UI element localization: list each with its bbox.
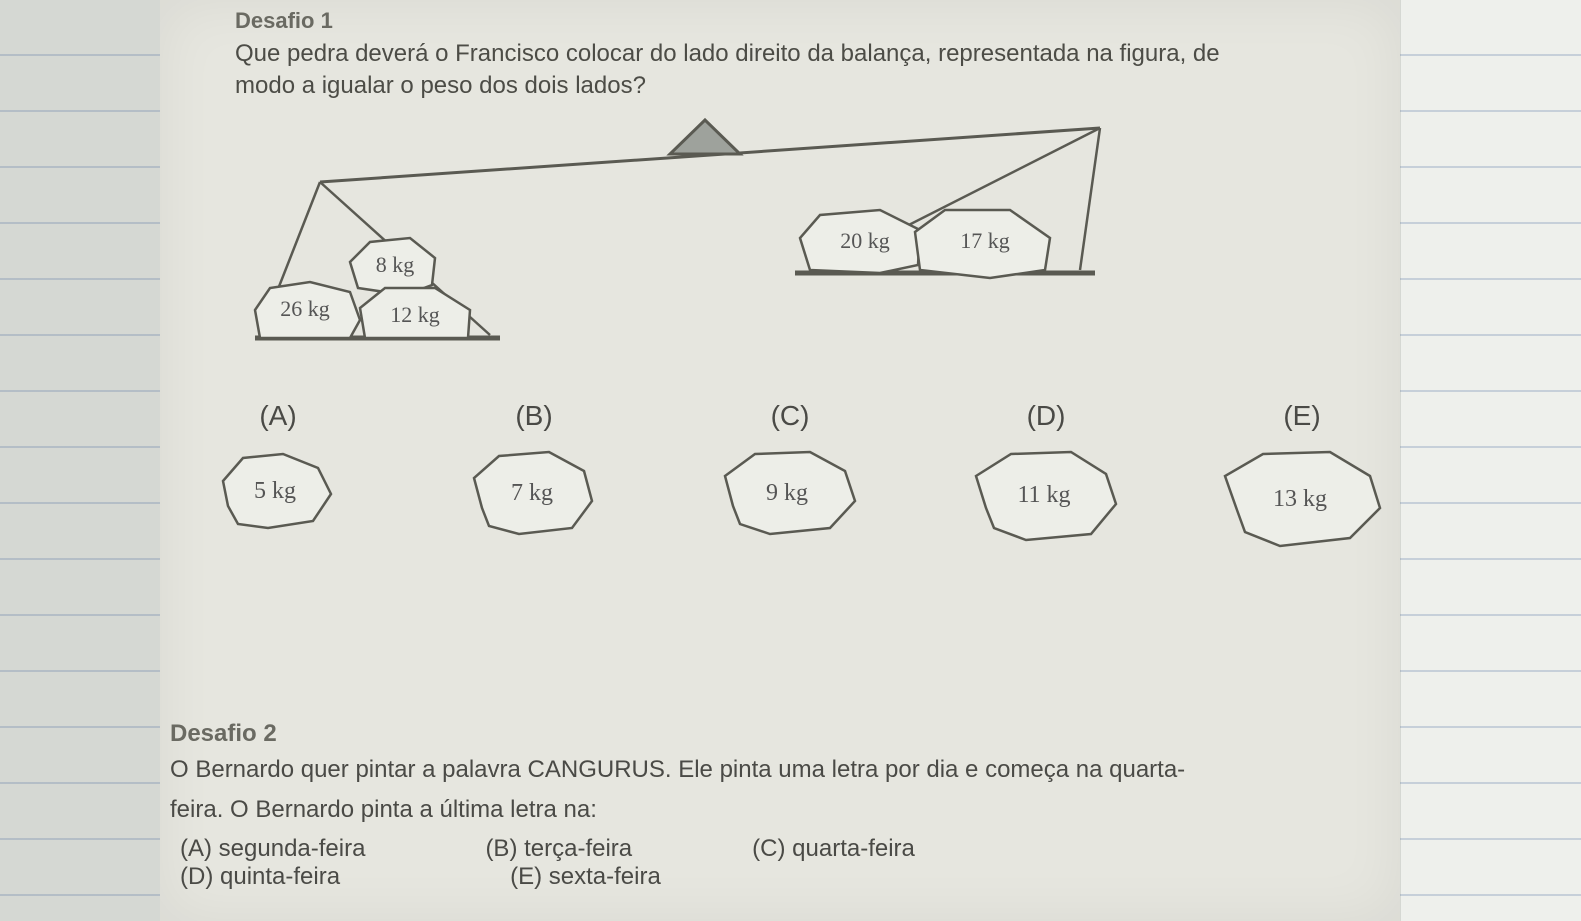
rock-icon: 13 kg <box>1215 446 1390 551</box>
desafio1-title: Desafio 1 <box>235 8 1415 34</box>
rock-icon: 9 kg <box>715 446 865 541</box>
option-letter: (A) <box>259 400 296 432</box>
option-e: (E) 13 kg <box>1214 400 1390 551</box>
rock-icon: 7 kg <box>464 446 604 541</box>
option-a: (A) 5 kg <box>190 400 366 551</box>
d2-option-c: (C) quarta-feira <box>752 835 915 863</box>
balance-fulcrum-icon <box>670 120 740 154</box>
right-rock-20kg: 20 kg <box>800 210 920 273</box>
option-c: (C) 9 kg <box>702 400 878 551</box>
desafio2-block: Desafio 2 O Bernardo quer pintar a palav… <box>170 720 1410 891</box>
desafio2-options-row2: (D) quinta-feira (E) sexta-feira <box>180 863 1410 891</box>
svg-text:13 kg: 13 kg <box>1273 486 1327 512</box>
right-rock-17kg: 17 kg <box>915 210 1050 278</box>
left-rock-8kg: 8 kg <box>350 238 435 295</box>
svg-text:26 kg: 26 kg <box>280 296 330 321</box>
svg-text:17 kg: 17 kg <box>960 228 1010 253</box>
svg-text:7 kg: 7 kg <box>511 480 553 506</box>
d2-option-b: (B) terça-feira <box>485 835 632 863</box>
svg-text:11 kg: 11 kg <box>1017 482 1070 508</box>
rock-icon: 11 kg <box>966 446 1126 546</box>
desafio1-header: Desafio 1 Que pedra deverá o Francisco c… <box>235 8 1415 103</box>
option-d: (D) 11 kg <box>958 400 1134 551</box>
rock-icon: 5 kg <box>213 446 343 536</box>
svg-text:12 kg: 12 kg <box>390 302 440 327</box>
option-letter: (B) <box>515 400 552 432</box>
desafio2-options-row1: (A) segunda-feira (B) terça-feira (C) qu… <box>180 835 1410 863</box>
option-letter: (D) <box>1027 400 1066 432</box>
left-rock-12kg: 12 kg <box>360 288 470 338</box>
desafio1-options: (A) 5 kg (B) 7 kg (C) 9 kg (D) 11 kg (E)… <box>190 400 1390 551</box>
desafio2-question-line2: feira. O Bernardo pinta a última letra n… <box>170 794 1410 826</box>
d2-option-e: (E) sexta-feira <box>510 863 661 891</box>
desafio1-question-line2: modo a igualar o peso dos dois lados? <box>235 70 1415 102</box>
desafio2-question-line1: O Bernardo quer pintar a palavra CANGURU… <box>170 754 1410 786</box>
option-b: (B) 7 kg <box>446 400 622 551</box>
left-rock-26kg: 26 kg <box>255 282 360 338</box>
svg-text:20 kg: 20 kg <box>840 228 890 253</box>
svg-text:9 kg: 9 kg <box>766 480 808 506</box>
d2-option-a: (A) segunda-feira <box>180 835 365 863</box>
right-page-strip <box>1401 0 1581 921</box>
desafio1-question-line1: Que pedra deverá o Francisco colocar do … <box>235 38 1415 70</box>
d2-option-d: (D) quinta-feira <box>180 863 340 891</box>
option-letter: (E) <box>1283 400 1320 432</box>
svg-text:8 kg: 8 kg <box>376 252 415 277</box>
svg-text:5 kg: 5 kg <box>254 478 296 504</box>
option-letter: (C) <box>771 400 810 432</box>
balance-figure: 26 kg 8 kg 12 kg 20 kg 17 kg <box>200 110 1260 370</box>
desafio2-title: Desafio 2 <box>170 720 1410 748</box>
